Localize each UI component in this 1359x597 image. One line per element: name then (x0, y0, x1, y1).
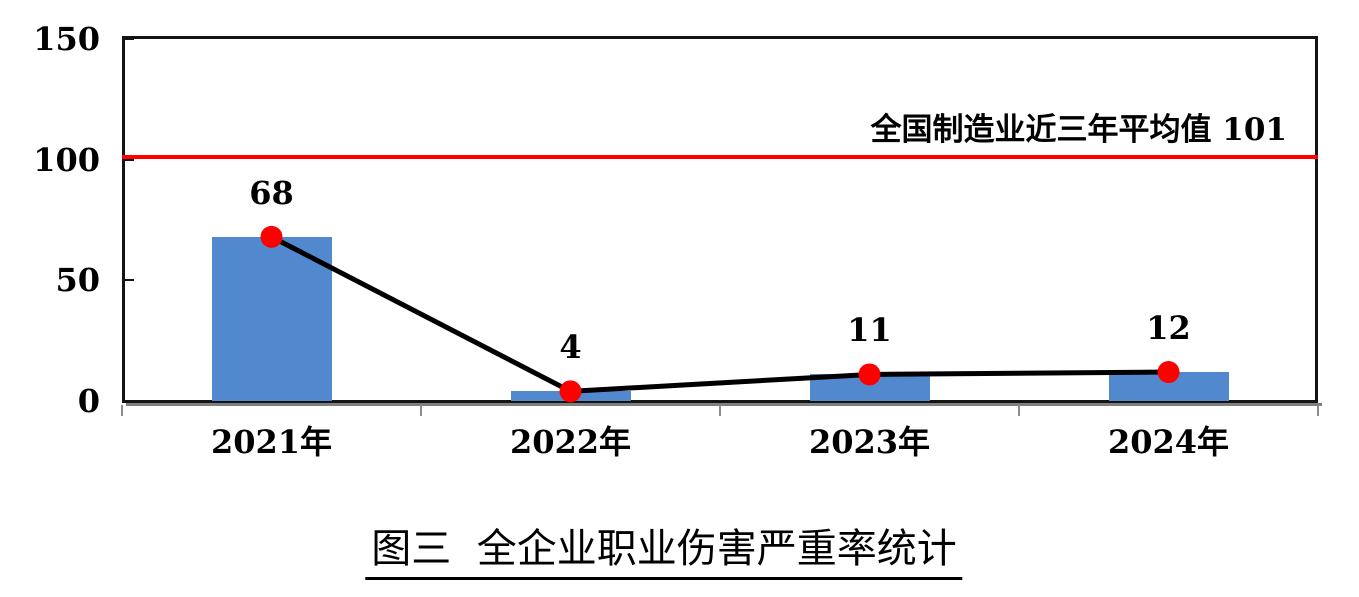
y-tick-mark (125, 158, 134, 161)
data-label: 68 (249, 173, 294, 212)
y-tick-mark (125, 38, 134, 40)
bar (1108, 372, 1229, 401)
x-tick-mark (719, 405, 721, 416)
y-tick-label: 0 (77, 382, 100, 420)
x-tick-mark (420, 405, 422, 416)
chart-caption: 图三 全企业职业伤害严重率统计 (365, 525, 963, 580)
plot-area (122, 36, 1318, 403)
y-tick-label: 150 (33, 20, 100, 58)
x-tick-label: 2022年 (509, 423, 632, 461)
data-label: 11 (847, 311, 892, 350)
data-label: 12 (1146, 309, 1191, 348)
y-tick-label: 100 (33, 140, 100, 179)
y-tick-label: 50 (55, 261, 100, 300)
x-tick-label: 2024年 (1107, 423, 1230, 461)
x-tick-mark (1317, 405, 1319, 416)
x-axis-shadow (126, 403, 1322, 406)
reference-line (122, 155, 1318, 160)
x-tick-mark (121, 405, 123, 416)
reference-line-label: 全国制造业近三年平均值 101 (870, 112, 1287, 148)
bar (510, 391, 631, 401)
data-label: 4 (559, 328, 582, 367)
bar (809, 374, 930, 401)
x-tick-mark (1018, 405, 1020, 416)
x-tick-label: 2023年 (808, 423, 931, 461)
bar (211, 236, 332, 401)
y-tick-mark (125, 279, 134, 282)
x-tick-label: 2021年 (210, 423, 333, 461)
